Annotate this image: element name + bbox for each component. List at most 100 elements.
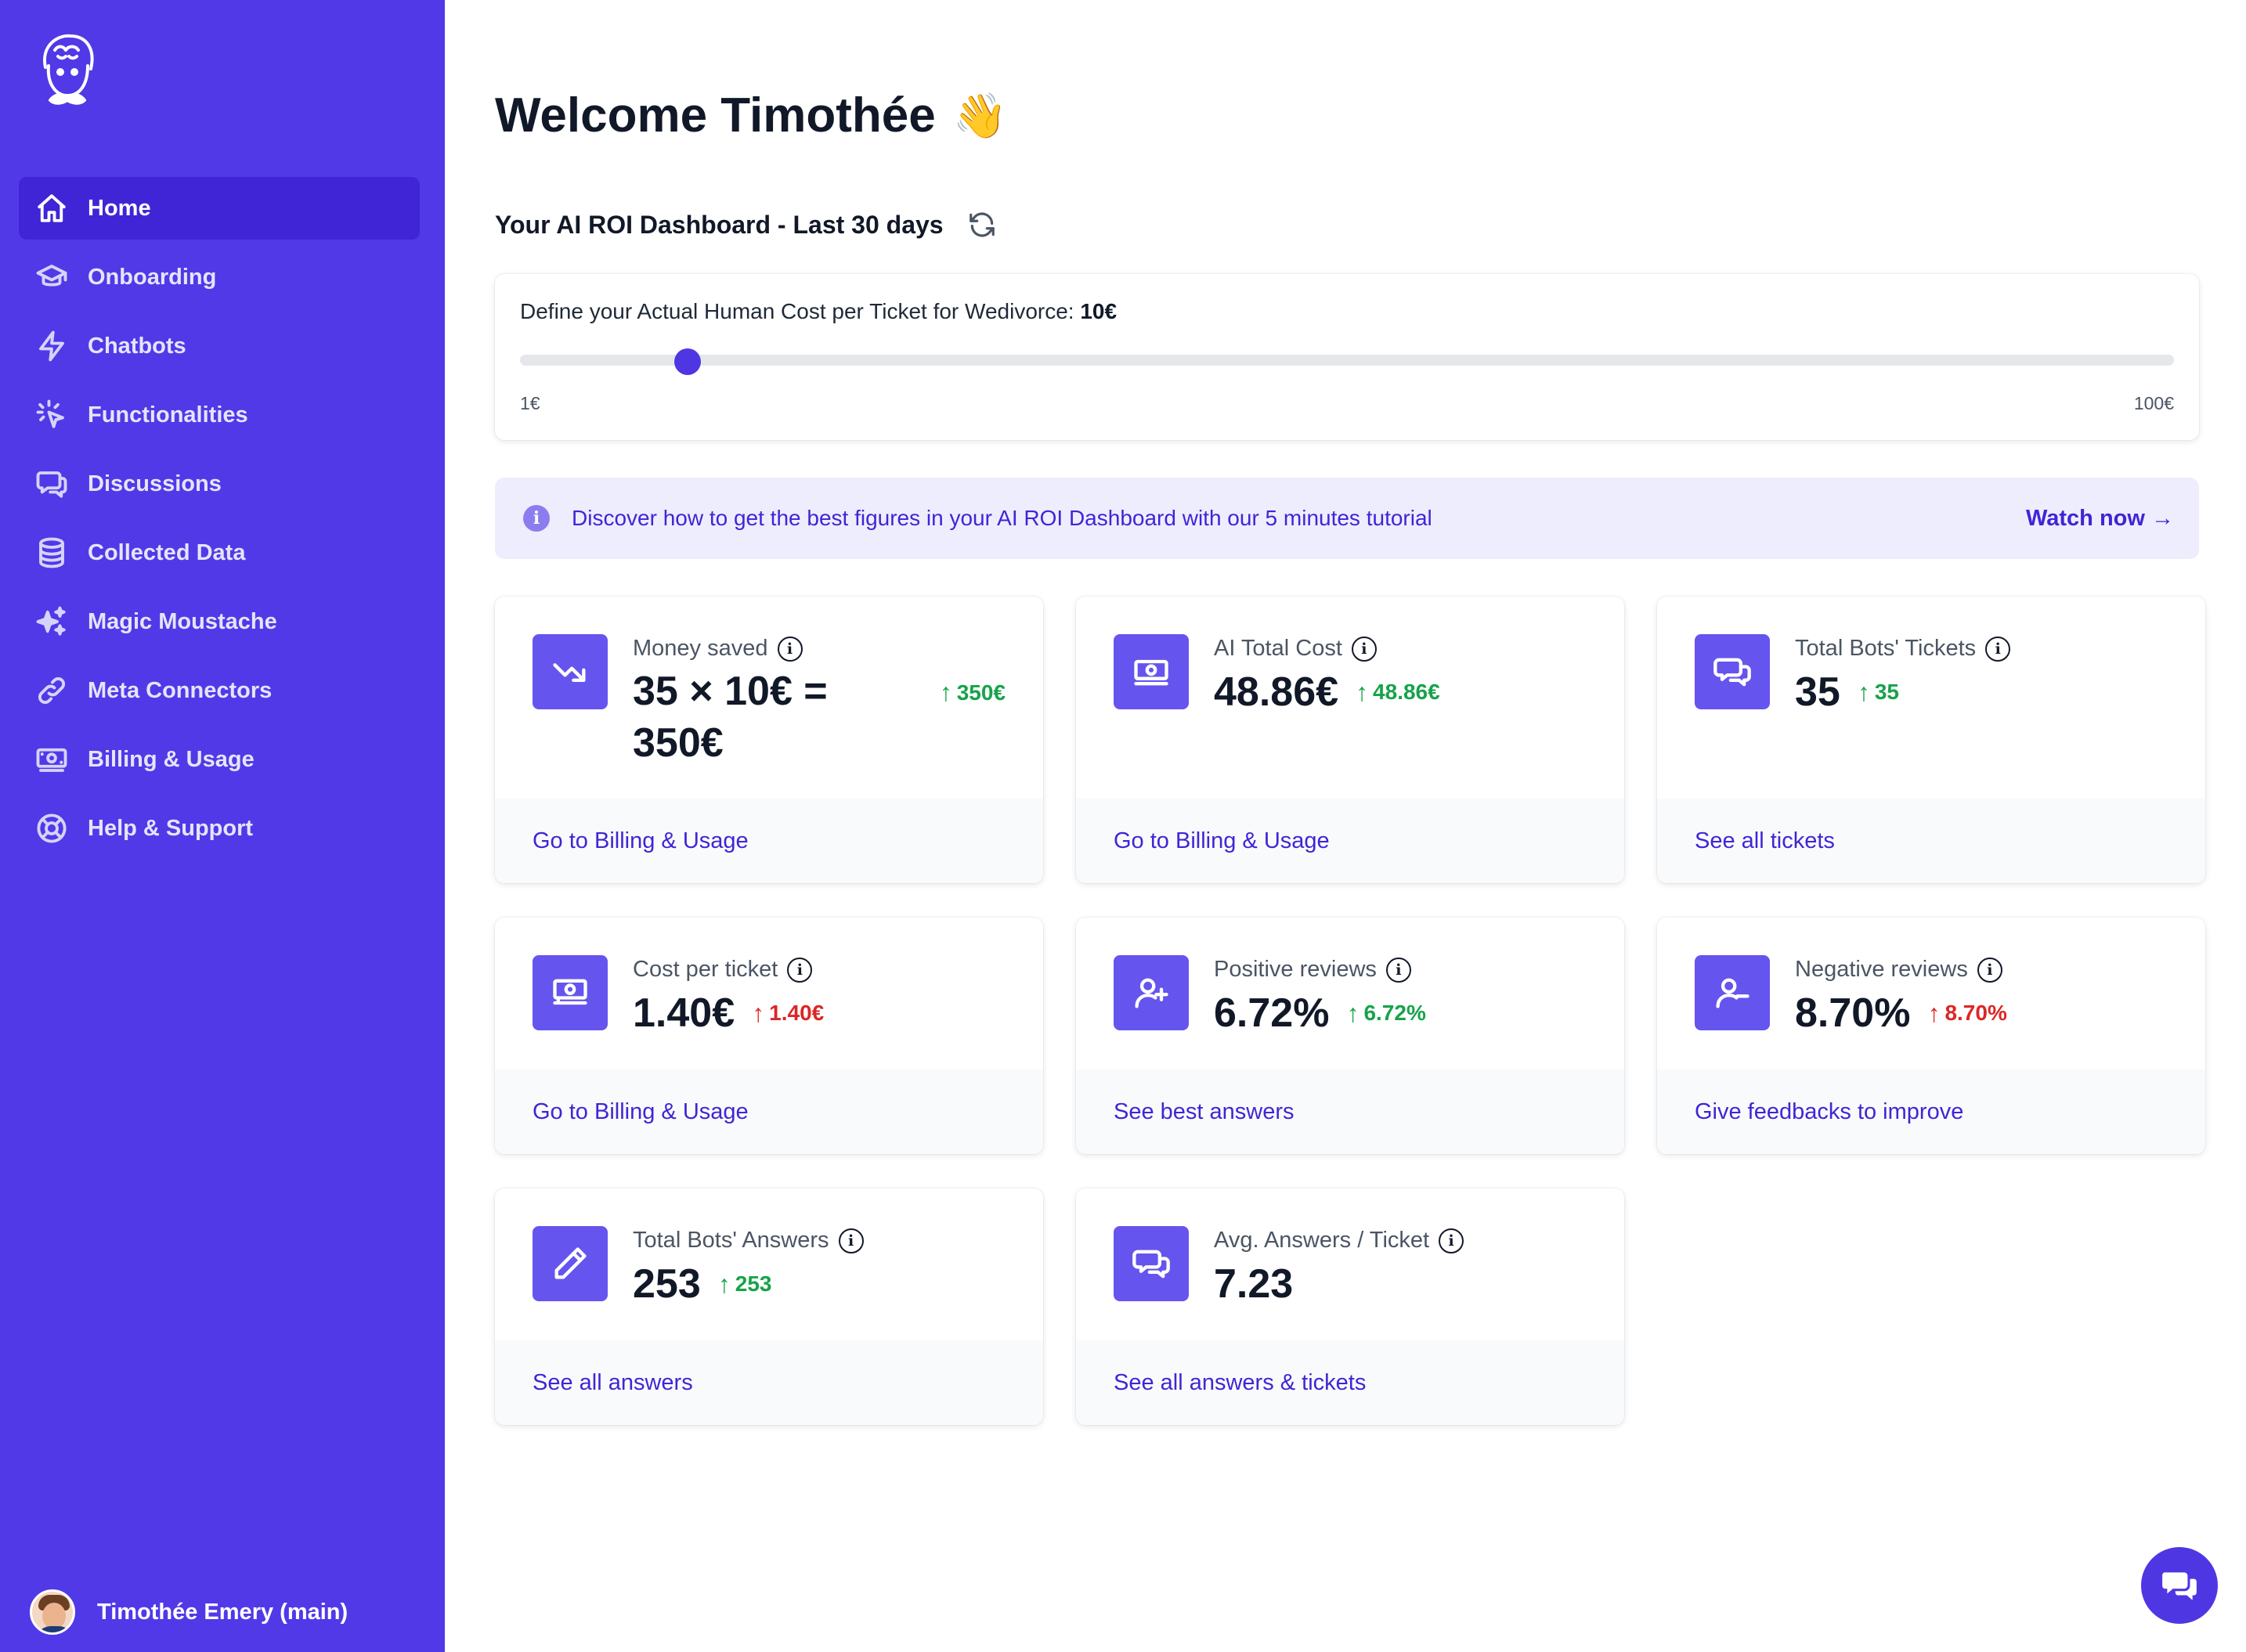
card-footer-link[interactable]: See all answers <box>495 1340 1043 1425</box>
card-delta-value: 35 <box>1874 680 1899 704</box>
info-icon[interactable]: i <box>777 636 803 662</box>
card-total-bots-tickets: Total Bots' Tickets i 35 ↑ 35 See all tic… <box>1657 597 2205 883</box>
card-value: 253 <box>633 1261 701 1307</box>
card-footer-link[interactable]: See all answers & tickets <box>1076 1340 1624 1425</box>
card-delta-value: 1.40€ <box>769 1001 825 1025</box>
sparkles-icon <box>34 604 69 639</box>
card-footer-link[interactable]: See all tickets <box>1657 799 2205 883</box>
sidebar-item-home[interactable]: Home <box>19 177 420 240</box>
card-value-row: 7.23 <box>1214 1261 1293 1308</box>
main-content: Welcome Timothée 👋 Your AI ROI Dashboard… <box>445 0 2246 1652</box>
card-delta-value: 6.72% <box>1363 1001 1426 1025</box>
card-delta-value: 48.86€ <box>1373 680 1440 704</box>
info-icon[interactable]: i <box>838 1228 864 1253</box>
card-label: Total Bots' Tickets i <box>1795 636 2011 662</box>
card-label: AI Total Cost i <box>1214 636 1377 662</box>
lightning-icon <box>34 329 69 363</box>
watch-now-link[interactable]: Watch now → <box>2025 505 2174 531</box>
tutorial-banner: i Discover how to get the best figures i… <box>495 478 2199 559</box>
sidebar-item-meta-connectors[interactable]: Meta Connectors <box>19 659 420 722</box>
card-delta-value: 8.70% <box>1944 1001 2007 1025</box>
dashboard-title-text: Your AI ROI Dashboard - Last 30 days <box>495 210 944 239</box>
info-icon[interactable]: i <box>787 957 813 983</box>
card-positive-reviews: Positive reviews i 6.72% ↑ 6.72% See best… <box>1076 918 1624 1154</box>
sidebar-item-discussions[interactable]: Discussions <box>19 453 420 515</box>
slider-track[interactable] <box>520 355 2174 366</box>
human-cost-slider-card: Define your Actual Human Cost per Ticket… <box>495 274 2199 440</box>
sidebar-item-billing-usage[interactable]: Billing & Usage <box>19 728 420 791</box>
card-label-text: Avg. Answers / Ticket <box>1214 1228 1430 1253</box>
sidebar-item-label: Collected Data <box>88 539 246 565</box>
card-label-text: Total Bots' Answers <box>633 1228 829 1253</box>
card-value: 8.70% <box>1795 990 1911 1036</box>
card-delta-value: 253 <box>735 1271 772 1296</box>
info-icon[interactable]: i <box>1385 957 1411 983</box>
dashboard-title: Your AI ROI Dashboard - Last 30 days <box>495 210 997 240</box>
chat-bubbles-icon <box>1114 1226 1189 1301</box>
slider-min-label: 1€ <box>520 393 540 413</box>
card-label: Money saved i <box>633 636 803 662</box>
card-footer-link[interactable]: Go to Billing & Usage <box>495 1069 1043 1154</box>
sidebar-item-functionalities[interactable]: Functionalities <box>19 384 420 446</box>
info-icon[interactable]: i <box>1985 636 2011 662</box>
card-total-bots-answers: Total Bots' Answers i 253 ↑ 253 See all a… <box>495 1189 1043 1425</box>
card-label: Positive reviews i <box>1214 957 1411 983</box>
card-value: 35 × 10€ = 350€ <box>633 665 828 769</box>
sidebar-item-label: Meta Connectors <box>88 677 273 703</box>
arrow-up-icon: ↑ <box>939 678 952 706</box>
sidebar-item-label: Magic Moustache <box>88 608 277 634</box>
user-plus-icon <box>1114 955 1189 1030</box>
info-icon[interactable]: i <box>1977 957 2002 983</box>
card-value-line1: 35 × 10€ = <box>633 669 828 714</box>
sidebar-item-label: Billing & Usage <box>88 746 255 772</box>
lifebuoy-icon <box>34 811 69 846</box>
card-value: 48.86€ <box>1214 669 1339 715</box>
card-avg-answers-per-ticket: Avg. Answers / Ticket i 7.23 See all ans… <box>1076 1189 1624 1425</box>
card-footer-link[interactable]: Go to Billing & Usage <box>1076 799 1624 883</box>
card-label: Negative reviews i <box>1795 957 2002 983</box>
card-footer-link[interactable]: Go to Billing & Usage <box>495 799 1043 883</box>
arrow-up-icon: ↑ <box>717 1269 731 1298</box>
welcome-text: Welcome Timothée <box>495 88 936 142</box>
card-value-row: 48.86€ ↑ 48.86€ <box>1214 669 1440 716</box>
slider-max-label: 100€ <box>2133 393 2174 413</box>
arrow-up-icon: ↑ <box>1927 998 1941 1027</box>
card-value-line2: 350€ <box>633 720 724 766</box>
slider-thumb[interactable] <box>674 348 701 375</box>
info-icon[interactable]: i <box>1439 1228 1464 1253</box>
banknote-icon <box>34 742 69 777</box>
card-footer-link[interactable]: Give feedbacks to improve <box>1657 1069 2205 1154</box>
card-label-text: Positive reviews <box>1214 957 1377 982</box>
page-title: Welcome Timothée 👋 <box>495 88 1008 143</box>
sidebar-item-onboarding[interactable]: Onboarding <box>19 246 420 308</box>
waving-hand-icon: 👋 <box>952 90 1008 140</box>
sidebar-item-magic-moustache[interactable]: Magic Moustache <box>19 590 420 653</box>
info-icon[interactable]: i <box>1351 636 1377 662</box>
banner-text: Discover how to get the best figures in … <box>572 506 1432 530</box>
chat-support-button[interactable] <box>2141 1547 2218 1624</box>
card-footer-link[interactable]: See best answers <box>1076 1069 1624 1154</box>
slider-label-text: Define your Actual Human Cost per Ticket… <box>520 299 1074 323</box>
chat-bubbles-icon <box>2162 1572 2197 1600</box>
trending-down-icon <box>533 634 608 709</box>
card-label-text: Total Bots' Tickets <box>1795 636 1977 661</box>
user-profile[interactable]: Timothée Emery (main) <box>30 1589 348 1635</box>
sidebar-item-label: Discussions <box>88 471 222 496</box>
chat-bubbles-icon <box>1695 634 1770 709</box>
card-delta: ↑ 253 <box>718 1270 772 1299</box>
card-label-text: Money saved <box>633 636 768 661</box>
card-label: Avg. Answers / Ticket i <box>1214 1228 1464 1253</box>
card-delta: ↑ 1.40€ <box>752 999 824 1028</box>
user-name: Timothée Emery (main) <box>97 1599 348 1625</box>
sidebar-item-chatbots[interactable]: Chatbots <box>19 315 420 377</box>
refresh-icon[interactable] <box>967 210 997 240</box>
database-icon <box>34 536 69 570</box>
moustache-logo-icon[interactable] <box>34 30 100 111</box>
user-minus-icon <box>1695 955 1770 1030</box>
sidebar-item-help-support[interactable]: Help & Support <box>19 797 420 860</box>
card-delta: ↑ 48.86€ <box>1356 678 1440 707</box>
sidebar-item-collected-data[interactable]: Collected Data <box>19 521 420 584</box>
arrow-up-icon: ↑ <box>1346 998 1360 1027</box>
banknotes-icon <box>533 955 608 1030</box>
card-ai-total-cost: AI Total Cost i 48.86€ ↑ 48.86€ Go to Bil… <box>1076 597 1624 883</box>
